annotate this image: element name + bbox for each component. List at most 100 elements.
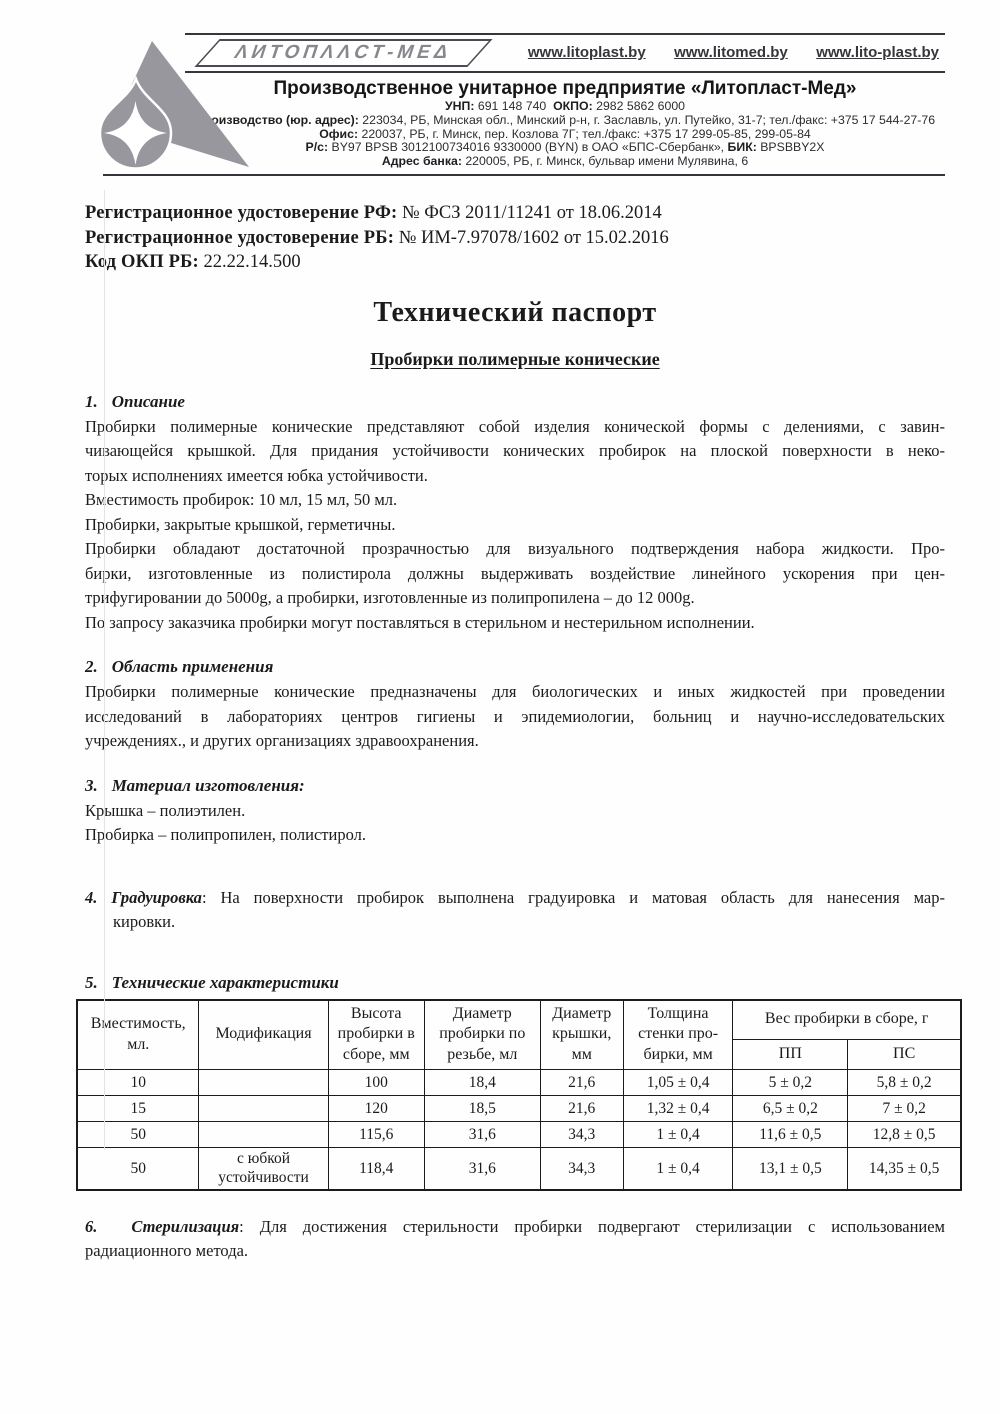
production-address-line: Производство (юр. адрес): 223034, РБ, Ми…	[185, 112, 945, 128]
table-cell: 15	[76, 1094, 200, 1122]
section-number: 4.	[85, 887, 98, 907]
company-name: Производственное унитарное предприятие «…	[273, 78, 857, 99]
text-line: 4. Градуировка: На поверхности пробирок в…	[85, 886, 945, 911]
table-cell: 50	[76, 1120, 200, 1148]
table-cell: 6,5 ± 0,2	[732, 1094, 849, 1122]
section-number: 5.	[85, 972, 98, 992]
text-line: Пробирки обладают достаточной прозрачнос…	[85, 539, 945, 558]
bank-account-line: Р/с: BY97 BPSB 3012100734016 9330000 (BY…	[185, 140, 945, 155]
column-header: Диаметр пробирки по резьбе, мл	[423, 999, 541, 1070]
table-cell: 50	[76, 1146, 200, 1191]
section-body: 4. Градуировка: На поверхности пробирок в…	[85, 886, 945, 935]
column-subheader-ps: ПС	[847, 1038, 962, 1070]
section-text: : Для достижения стерильности пробирки п…	[239, 1216, 945, 1236]
table-cell: 12,8 ± 0,5	[847, 1120, 962, 1148]
section-title: Технические характеристики	[111, 972, 339, 992]
brand-plate: ΛИТОПΛΛСТ-МЕΔ	[194, 39, 493, 67]
company-logo-icon	[98, 41, 249, 170]
column-header: Толщина стенки про-бирки, мм	[622, 999, 734, 1070]
section-body: Пробирки полимерные конические предназна…	[85, 680, 945, 754]
section-specifications: 5. Технические характеристики Вместимость…	[76, 972, 962, 1191]
column-header: Модификация	[198, 999, 329, 1070]
text-line: Крышка – полиэтилен.	[85, 800, 246, 820]
text-line: кировки.	[113, 912, 176, 931]
account-label: Р/с:	[305, 140, 329, 155]
table-row: 15 120 18,5 21,6 1,32 ± 0,4 6,5 ± 0,2 7 ± 0,2	[76, 1094, 962, 1122]
production-value: 223034, РБ, Минская обл., Минский р-н, г…	[362, 112, 936, 127]
table-cell	[198, 1094, 329, 1122]
section-heading: 2. Область применения	[85, 657, 945, 677]
table-cell: 14,35 ± 0,5	[847, 1146, 962, 1191]
brand-name: ΛИТОПΛΛСТ-МЕΔ	[231, 42, 456, 63]
brand-bar: ΛИТОПΛΛСТ-МЕΔ www.litoplast.by www.litom…	[185, 33, 945, 73]
registration-line: Код ОКП РБ: 22.22.14.500	[85, 250, 945, 275]
table-cell: 5 ± 0,2	[732, 1068, 849, 1096]
table-body: 10 100 18,4 21,6 1,05 ± 0,4 5 ± 0,2 5,8 ± 0,2 1…	[76, 1068, 962, 1191]
website-link: www.litomed.by	[674, 44, 788, 61]
bik-value: BPSBBY2X	[760, 140, 825, 155]
section-heading: 3. Материал изготовления:	[85, 776, 945, 796]
table-cell: 18,4	[423, 1068, 541, 1096]
section-body: 6. Стерилизация: Для достижения стерильно…	[85, 1215, 945, 1264]
registration-line: Регистрационное удостоверение РБ: № ИМ-7…	[85, 226, 945, 251]
bank-value: 220005, РБ, г. Минск, бульвар имени Муля…	[465, 154, 749, 169]
text-line: радиационного метода.	[85, 1241, 249, 1261]
registration-value: № ФСЗ 2011/11241 от 18.06.2014	[402, 203, 662, 223]
website-link: www.litoplast.by	[527, 44, 646, 61]
text-line: 6. Стерилизация: Для достижения стерильно…	[85, 1215, 945, 1240]
table-cell: 7 ± 0,2	[847, 1094, 962, 1122]
section-title: Материал изготовления:	[111, 775, 305, 795]
registration-label: Регистрационное удостоверение РФ:	[85, 203, 398, 223]
table-cell: 10	[76, 1068, 200, 1096]
section-sterilization: 6. Стерилизация: Для достижения стерильно…	[85, 1215, 945, 1264]
section-title: Область применения	[111, 657, 274, 676]
section-number: 6.	[85, 1216, 98, 1236]
table-cell: 34,3	[539, 1146, 624, 1191]
text-line: Пробирка – полипропилен, полистирол.	[85, 825, 366, 844]
table-row: 50 115,6 31,6 34,3 1 ± 0,4 11,6 ± 0,5 12,8 ± 0…	[76, 1120, 962, 1148]
text-line: торых исполнениях имеется юбка устойчиво…	[85, 465, 428, 485]
header-rule	[103, 173, 945, 176]
text-line: трифугировании до 5000g, а пробирки, изг…	[85, 588, 695, 607]
text-line: чивающейся крышкой. Для придания устойчи…	[85, 441, 945, 460]
table-cell: 1 ± 0,4	[622, 1120, 734, 1148]
section-title: Градуировка	[111, 887, 202, 907]
text-line: Вместимость пробирок: 10 мл, 15 мл, 50 м…	[85, 490, 398, 509]
section-number: 3.	[85, 775, 98, 795]
registration-line: Регистрационное удостоверение РФ: № ФСЗ …	[85, 201, 945, 226]
registration-value: № ИМ-7.97078/1602 от 15.02.2016	[398, 227, 669, 248]
unp-label: УНП:	[444, 99, 475, 113]
table-cell: 1,05 ± 0,4	[622, 1068, 734, 1096]
section-description: 1. Описание Пробирки полимерные конически…	[85, 392, 945, 636]
okp-code-value: 22.22.14.500	[203, 252, 301, 272]
account-value: BY97 BPSB 3012100734016 9330000 (BYN) в …	[331, 140, 725, 155]
document-title: Технический паспорт	[373, 296, 657, 328]
section-number: 2.	[85, 657, 98, 676]
table-row: 50 с юбкой устойчивости 118,4 31,6 34,3 1 ± 0…	[76, 1146, 962, 1191]
table-cell: 34,3	[539, 1120, 624, 1148]
section-graduation: 4. Градуировка: На поверхности пробирок в…	[85, 886, 945, 935]
bank-label: Адрес банка:	[381, 154, 462, 169]
text-line: исследований в лабораториях центров гиги…	[85, 706, 945, 726]
registration-block: Регистрационное удостоверение РФ: № ФСЗ …	[85, 201, 945, 275]
section-body: Пробирки полимерные конические представл…	[85, 415, 945, 636]
table-cell	[198, 1068, 329, 1096]
column-header: Диаметр крышки, мм	[539, 999, 624, 1070]
document-subtitle: Пробирки полимерные конические	[370, 348, 660, 369]
table-cell: 31,6	[423, 1120, 541, 1148]
website-link: www.lito-plast.by	[816, 44, 939, 61]
letterhead: ΛИТОПΛΛСТ-МЕΔ www.litoplast.by www.litom…	[85, 33, 945, 176]
bank-address-line: Адрес банка: 220005, РБ, г. Минск, бульв…	[185, 154, 945, 169]
column-subheader-pp: ПП	[732, 1038, 849, 1070]
bik-label: БИК:	[727, 140, 757, 155]
column-header: Высота пробирки в сборе, мм	[327, 999, 425, 1070]
okp-code-label: Код ОКП РБ:	[85, 252, 199, 272]
table-header-row: Вместимость, мл. Модификация Высота проб…	[76, 999, 962, 1070]
section-title: Описание	[111, 391, 185, 411]
text-line: Пробирки полимерные конические предназна…	[85, 682, 945, 701]
okpo-label: ОКПО:	[553, 99, 593, 113]
table-cell: 21,6	[539, 1068, 624, 1096]
table-cell: 100	[327, 1068, 425, 1096]
section-text: : На поверхности пробирок выполнена град…	[201, 887, 945, 907]
